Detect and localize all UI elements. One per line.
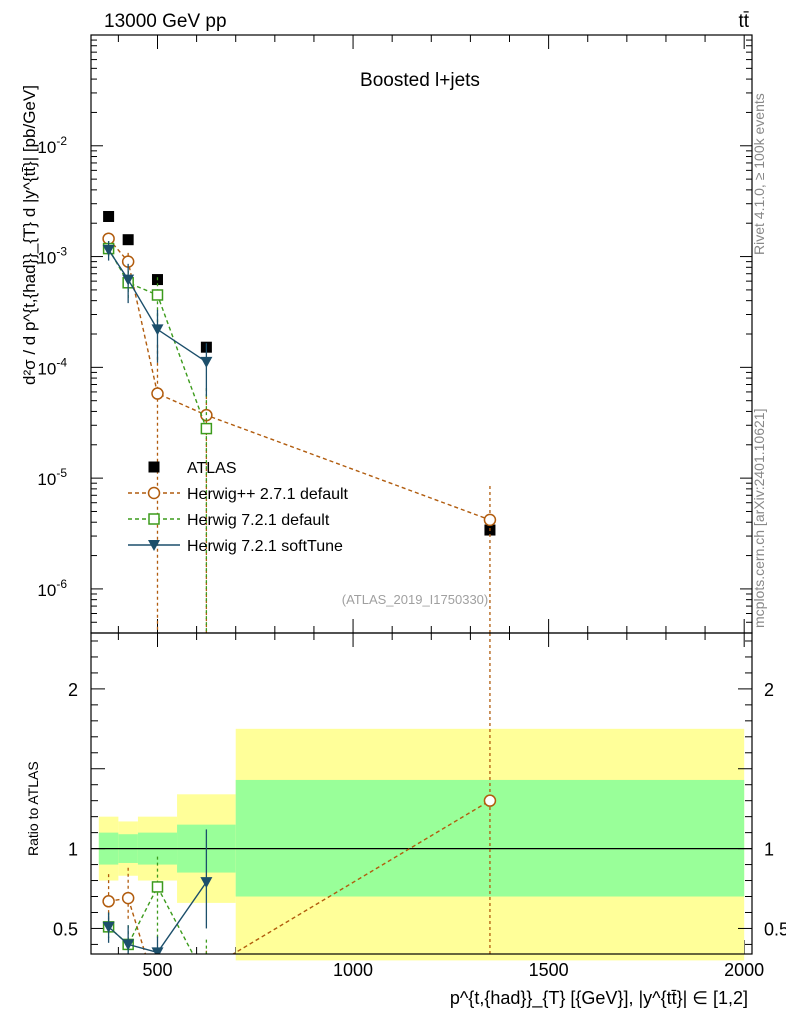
ratio-point	[102, 921, 115, 933]
data-point	[103, 210, 115, 222]
legend: ATLAS Herwig++ 2.7.1 default Herwig 7.2.1 …	[128, 460, 349, 555]
x-tick-label: 500	[142, 960, 172, 980]
legend-label: Herwig 7.2.1 softTune	[187, 538, 343, 555]
legend-marker	[148, 513, 160, 525]
data-point	[200, 422, 213, 435]
ratio-y-tick-label: 0.5	[764, 919, 786, 939]
y-tick-label: 10-6	[37, 577, 67, 600]
ratio-y-tick-label: 1	[68, 840, 78, 860]
side-label-rivet: Rivet 4.1.0, ≥ 100k events	[751, 93, 767, 255]
ratio-series-line	[108, 881, 207, 954]
data-point	[122, 274, 135, 286]
series-line	[107, 248, 208, 429]
ratio-series-line	[108, 885, 194, 954]
y-tick-label: 10-3	[37, 245, 67, 268]
side-label-mcplots: mcplots.cern.ch [arXiv:2401.10621]	[751, 409, 767, 628]
main-plot-area	[102, 210, 497, 633]
y-tick-label: 10-5	[37, 466, 67, 489]
main-panel: 10-2 10-3 10-4 10-5 10-6	[37, 34, 752, 634]
legend-marker	[148, 540, 160, 551]
legend-marker	[148, 461, 160, 473]
ratio-point	[102, 895, 115, 908]
legend-label: ATLAS	[187, 460, 237, 477]
ratio-y-tick-label: 2	[764, 680, 774, 700]
data-point	[151, 289, 164, 301]
watermark: (ATLAS_2019_I1750330)	[342, 592, 488, 607]
ratio-ylabel: Ratio to ATLAS	[25, 761, 41, 856]
y-tick-label: 10-4	[37, 355, 67, 378]
data-point	[483, 513, 497, 527]
ratio-frame	[90, 632, 753, 955]
data-point	[122, 234, 134, 246]
ratio-y-tick-label: 2	[68, 680, 78, 700]
x-tick-label: 1500	[529, 960, 569, 980]
ratio-point	[122, 939, 135, 951]
ratio-point	[151, 881, 164, 893]
header-right: tt̄	[738, 11, 749, 32]
ratio-plot-area	[102, 633, 497, 999]
ratio-panel: 0.5 0.5 1 1 2 2 500 1000 1500 2000	[53, 633, 786, 999]
legend-marker	[147, 486, 161, 500]
ratio-series-line	[108, 800, 491, 954]
ratio-point	[201, 975, 211, 985]
header-left: 13000 GeV pp	[104, 11, 227, 32]
series-line	[108, 249, 207, 363]
ratio-xlabel: p^{t,{had}}_{T} [{GeV}], |y^{tt̄}| ∈ [1,…	[450, 988, 748, 1009]
ratio-point	[483, 794, 497, 807]
y-tick-label: 10-2	[37, 134, 67, 157]
series-line	[108, 238, 491, 521]
main-ylabel: d²σ / d p^{t,{had}}_{T} d |y^{tt̄}| [pb/…	[20, 85, 39, 385]
ratio-point	[151, 947, 164, 954]
x-tick-label: 2000	[724, 960, 764, 980]
ratio-y-tick-label: 1	[764, 840, 774, 860]
data-point	[151, 387, 164, 400]
ratio-point	[152, 988, 163, 999]
legend-label: Herwig 7.2.1 default	[187, 512, 330, 529]
legend-label: Herwig++ 2.7.1 default	[187, 486, 349, 503]
main-title: Boosted l+jets	[360, 70, 480, 91]
ratio-y-tick-label: 0.5	[53, 919, 78, 939]
ratio-point	[121, 891, 135, 905]
data-point	[102, 244, 115, 256]
ratio-point	[201, 964, 212, 975]
data-point	[200, 356, 213, 368]
x-tick-label: 1000	[333, 960, 373, 980]
data-point	[151, 324, 164, 336]
ratio-point	[200, 877, 213, 889]
